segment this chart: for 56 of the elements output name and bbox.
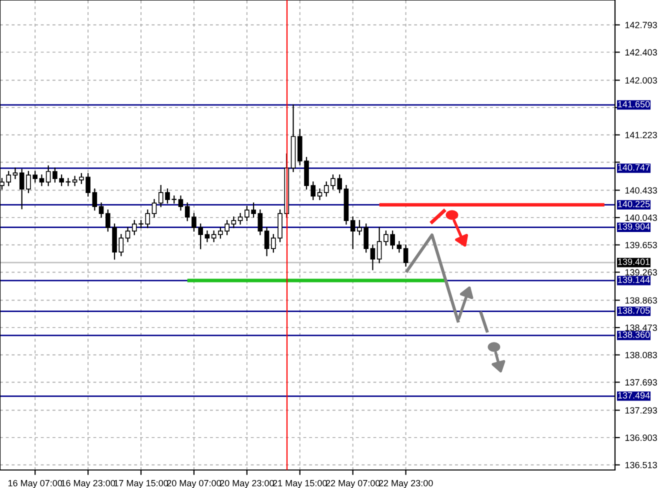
ref-line-label: 140.225 — [618, 200, 650, 208]
candlestick — [204, 230, 210, 242]
x-tick-label: 22 May 07:00 — [326, 480, 380, 488]
candlestick — [178, 195, 184, 211]
candlestick — [231, 216, 236, 228]
x-tick-label: 16 May 23:00 — [61, 480, 116, 488]
candlestick — [370, 244, 376, 270]
y-tick-label: 136.903 — [625, 434, 657, 441]
ref-line-label: 139.904 — [618, 223, 650, 230]
candlestick — [72, 176, 78, 186]
candlestick — [19, 168, 24, 210]
candlestick — [211, 230, 216, 242]
y-tick-label: 142.003 — [625, 77, 657, 84]
candlestick — [12, 167, 18, 180]
y-tick-label: 140.043 — [625, 214, 657, 221]
ref-line-label: 140.747 — [618, 164, 650, 171]
x-tick-label: 21 May 15:00 — [272, 480, 327, 488]
y-tick-label: 138.083 — [625, 352, 657, 358]
candlestick — [46, 165, 51, 186]
candlestick — [98, 202, 104, 218]
ref-line-label: 138.360 — [618, 332, 650, 338]
candlestick — [92, 188, 98, 211]
candlestick — [66, 178, 71, 186]
ref-line-label: 139.401 — [618, 258, 650, 265]
ref-line-label: 137.494 — [618, 392, 650, 399]
candlestick — [396, 241, 402, 253]
candlestick — [152, 198, 157, 218]
y-tick-label: 137.293 — [625, 407, 657, 414]
candlestick — [264, 227, 270, 256]
y-tick-label: 138.473 — [625, 324, 657, 331]
x-tick-label: 20 May 23:00 — [220, 480, 274, 488]
candlestick — [376, 227, 382, 264]
candlestick — [125, 227, 130, 242]
x-tick-label: 16 May 07:00 — [8, 480, 62, 488]
candlestick — [317, 188, 322, 200]
candlestick — [238, 213, 243, 225]
y-tick-label: 142.403 — [625, 49, 657, 56]
candlestick — [350, 216, 356, 250]
candlestick — [403, 244, 408, 267]
y-tick-label: 138.863 — [625, 297, 657, 304]
candlestick — [39, 174, 44, 186]
y-tick-label: 139.653 — [625, 242, 657, 248]
candlestick — [258, 210, 263, 236]
ref-line-label: 141.650 — [618, 100, 650, 108]
y-tick-label: 140.433 — [625, 187, 657, 194]
y-tick-label: 136.513 — [625, 462, 657, 468]
y-tick-label: 141.223 — [625, 132, 657, 138]
y-tick-label: 137.693 — [625, 379, 657, 386]
x-tick-label: 22 May 23:00 — [378, 480, 433, 488]
y-tick-label: 142.793 — [625, 22, 657, 28]
ref-line-label: 139.144 — [618, 276, 650, 283]
y-tick-label: 139.263 — [625, 269, 657, 276]
x-tick-label: 17 May 15:00 — [114, 480, 168, 488]
x-tick-label: 20 May 07:00 — [167, 480, 221, 488]
ref-line-label: 138.705 — [618, 307, 650, 314]
candlestick — [184, 202, 190, 222]
